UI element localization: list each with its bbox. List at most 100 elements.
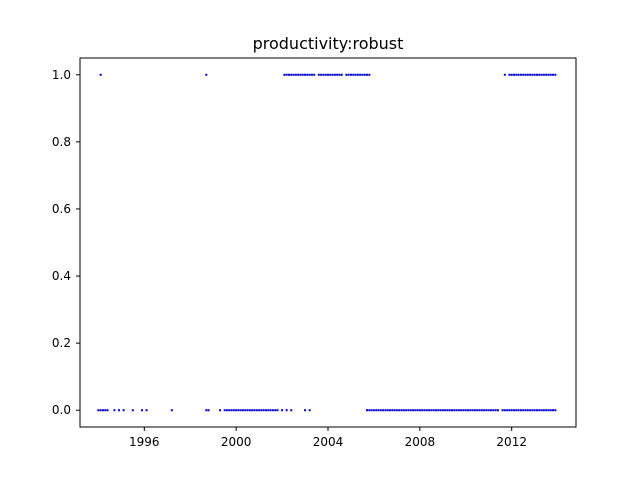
data-point — [205, 409, 208, 412]
data-point — [439, 409, 442, 412]
x-tick-label: 2008 — [405, 435, 436, 449]
data-point — [467, 409, 470, 412]
data-point — [494, 409, 497, 412]
data-point — [363, 73, 366, 76]
data-point — [322, 73, 325, 76]
y-tick-label: 1.0 — [52, 68, 71, 82]
data-point — [423, 409, 426, 412]
data-point — [531, 73, 534, 76]
data-point — [393, 409, 396, 412]
data-point — [225, 409, 228, 412]
data-point — [384, 409, 387, 412]
data-point — [170, 409, 173, 412]
data-point — [549, 73, 552, 76]
data-point — [540, 73, 543, 76]
data-point — [522, 73, 525, 76]
data-point — [287, 73, 290, 76]
data-point — [276, 409, 279, 412]
data-point — [354, 73, 357, 76]
data-point — [451, 409, 453, 412]
data-point — [382, 409, 385, 412]
x-tick-label: 1996 — [129, 435, 160, 449]
data-point — [437, 409, 440, 412]
data-point — [430, 409, 433, 412]
data-point — [434, 409, 437, 412]
data-point — [366, 409, 369, 412]
data-point — [228, 409, 231, 412]
data-point — [304, 73, 307, 76]
y-tick-label: 0.2 — [52, 336, 71, 350]
data-point — [290, 409, 293, 412]
data-point — [99, 409, 102, 412]
data-point — [453, 409, 456, 412]
data-point — [375, 409, 378, 412]
data-point — [547, 73, 550, 76]
data-point — [345, 73, 348, 76]
data-point — [338, 73, 341, 76]
data-point — [533, 409, 536, 412]
data-point — [301, 73, 304, 76]
data-point — [395, 409, 398, 412]
y-tick-label: 0.6 — [52, 202, 71, 216]
data-point — [503, 73, 506, 76]
data-point — [492, 409, 495, 412]
data-point — [101, 409, 104, 412]
data-point — [554, 409, 557, 412]
data-point — [372, 409, 375, 412]
data-point — [267, 409, 270, 412]
data-point — [542, 409, 545, 412]
data-point — [219, 409, 222, 412]
data-point — [310, 73, 313, 76]
data-point — [391, 409, 394, 412]
data-point — [255, 409, 258, 412]
data-point — [248, 409, 251, 412]
data-point — [258, 409, 261, 412]
data-point — [496, 409, 499, 412]
data-point — [529, 73, 532, 76]
data-point — [327, 73, 329, 76]
data-point — [478, 409, 481, 412]
data-point — [515, 409, 518, 412]
data-point — [421, 409, 424, 412]
data-point — [425, 409, 428, 412]
data-point — [271, 409, 274, 412]
data-point — [428, 409, 431, 412]
data-point — [104, 409, 107, 412]
data-point — [554, 73, 557, 76]
y-tick-label: 0.4 — [52, 269, 71, 283]
data-point — [333, 73, 336, 76]
data-point — [405, 409, 408, 412]
data-point — [370, 409, 373, 412]
data-point — [524, 73, 527, 76]
data-point — [366, 73, 369, 76]
data-point — [377, 409, 380, 412]
data-point — [223, 409, 226, 412]
data-point — [522, 409, 525, 412]
data-point — [513, 409, 515, 412]
data-point — [464, 409, 467, 412]
data-point — [361, 73, 364, 76]
data-point — [485, 409, 488, 412]
y-tick-label: 0.8 — [52, 135, 71, 149]
x-tick-label: 2004 — [313, 435, 344, 449]
data-point — [531, 409, 534, 412]
data-point — [122, 409, 125, 412]
data-point — [297, 73, 300, 76]
data-point — [285, 409, 288, 412]
data-point — [145, 409, 148, 412]
data-point — [441, 409, 444, 412]
data-point — [285, 73, 288, 76]
data-point — [292, 73, 295, 76]
data-point — [329, 73, 332, 76]
data-point — [141, 409, 143, 412]
data-point — [235, 409, 238, 412]
data-point — [317, 73, 320, 76]
data-point — [503, 409, 506, 412]
data-point — [118, 409, 121, 412]
data-point — [356, 73, 359, 76]
y-axis: 0.0 0.2 0.4 0.6 0.8 1.0 — [52, 68, 80, 417]
data-point — [246, 409, 249, 412]
data-point — [389, 409, 391, 412]
data-point — [515, 73, 518, 76]
data-point — [242, 409, 245, 412]
